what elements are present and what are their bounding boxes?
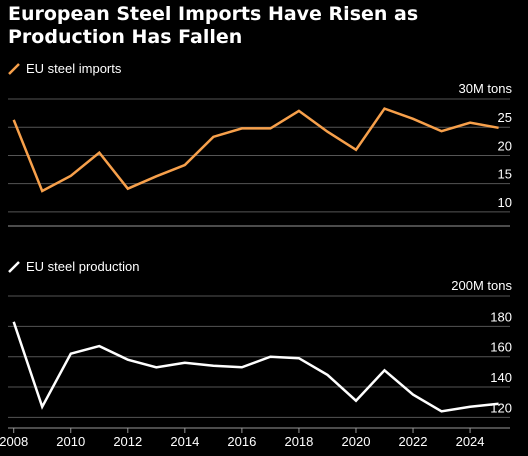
- production-legend: EU steel production: [8, 259, 139, 274]
- production-y-tick-label: 120: [490, 400, 512, 415]
- x-tick-label: 2024: [456, 434, 485, 449]
- imports-y-tick-label: 10: [498, 195, 512, 210]
- x-tick-label: 2008: [0, 434, 28, 449]
- imports-y-tick-label: 20: [498, 138, 512, 153]
- production-legend-label: EU steel production: [26, 259, 140, 274]
- imports-legend-swatch: [8, 62, 20, 75]
- production-series-line: [12, 321, 499, 413]
- imports-unit-label: 30M tons: [458, 81, 512, 96]
- x-tick-label: 2016: [227, 434, 256, 449]
- production-unit-label: 200M tons: [451, 278, 512, 293]
- x-tick-label: 2020: [342, 434, 371, 449]
- production-panel: 120 140 160 180 2008 2010 2012 2014 2016 2018 2020…: [0, 295, 512, 449]
- imports-legend: EU steel imports: [8, 61, 121, 76]
- x-tick-label: 2018: [284, 434, 313, 449]
- imports-series-line: [12, 107, 499, 193]
- imports-panel: 10 15 20 25: [8, 98, 512, 227]
- x-tick-label: 2014: [170, 434, 199, 449]
- imports-legend-label: EU steel imports: [26, 61, 122, 76]
- chart-title: European Steel Imports Have Risen as Pro…: [8, 3, 419, 48]
- production-legend-swatch: [8, 260, 20, 273]
- production-y-tick-label: 140: [490, 370, 512, 385]
- x-tick-label: 2012: [113, 434, 142, 449]
- imports-y-tick-label: 15: [498, 167, 512, 182]
- production-y-tick-label: 180: [490, 309, 512, 324]
- imports-y-tick-label: 25: [498, 110, 512, 125]
- x-tick-label: 2010: [56, 434, 85, 449]
- x-tick-label: 2022: [399, 434, 428, 449]
- production-y-tick-label: 160: [490, 340, 512, 355]
